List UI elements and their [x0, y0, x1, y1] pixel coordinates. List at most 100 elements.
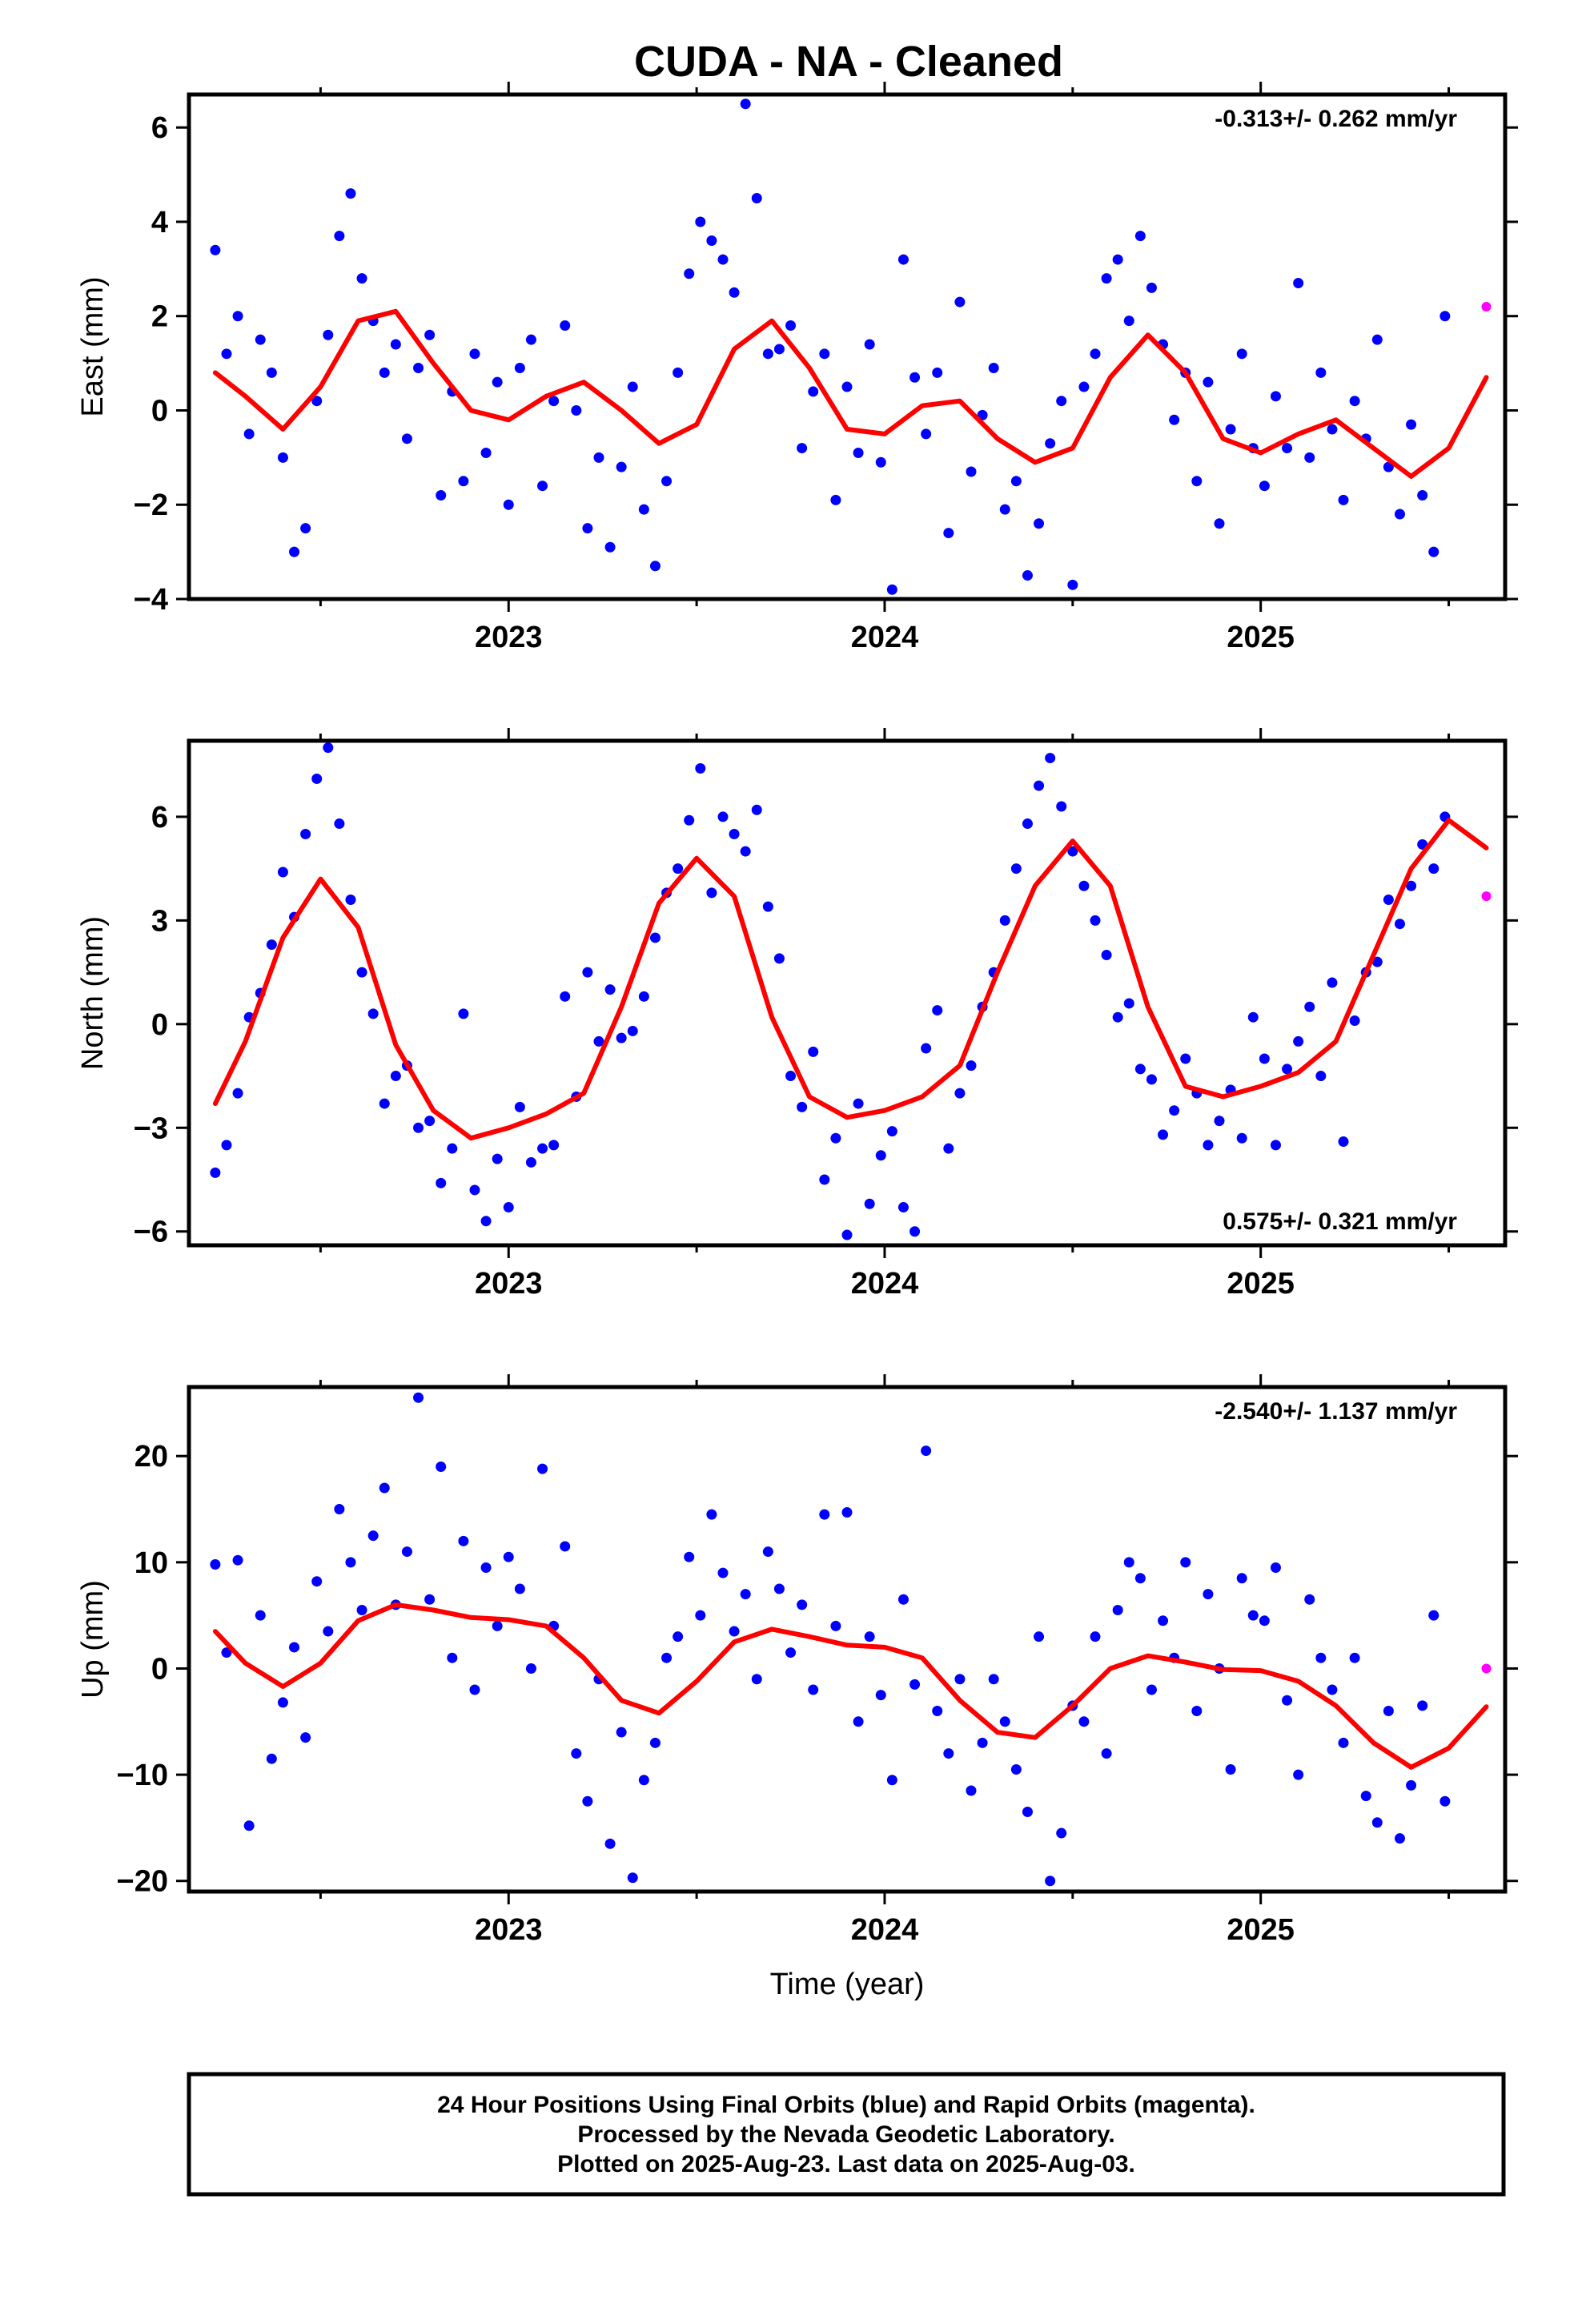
east-model-curve [212, 308, 1489, 479]
up-y-tick-label: −20 [117, 1865, 168, 1899]
up-final-orbit-point [1406, 1779, 1417, 1791]
north-final-orbit-point [1056, 801, 1067, 812]
east-final-orbit-point [1259, 480, 1270, 492]
north-final-orbit-point [909, 1226, 921, 1237]
up-final-orbit-point [1045, 1876, 1056, 1887]
up-final-orbit-point [1225, 1763, 1236, 1775]
up-final-orbit-point [616, 1727, 627, 1738]
east-final-orbit-point [334, 231, 345, 242]
footer-box: 24 Hour Positions Using Final Orbits (bl… [187, 2072, 1506, 2197]
north-final-orbit-point [447, 1143, 458, 1154]
north-final-orbit-point [537, 1143, 548, 1154]
north-final-orbit-point [458, 1008, 469, 1019]
east-final-orbit-point [1169, 414, 1180, 425]
up-final-orbit-point [729, 1626, 740, 1637]
north-final-orbit-point [311, 773, 323, 784]
up-final-orbit-point [1428, 1610, 1439, 1621]
north-final-orbit-point [762, 901, 773, 912]
east-final-orbit-point [1439, 311, 1451, 322]
up-x-tick-label: 2024 [851, 1913, 919, 1947]
north-final-orbit-point [210, 1167, 221, 1178]
up-final-orbit-point [243, 1820, 255, 1831]
up-final-orbit-point [413, 1392, 424, 1403]
east-final-orbit-point [819, 348, 830, 360]
north-final-orbit-point [1383, 894, 1394, 905]
east-final-orbit-point [436, 489, 447, 501]
north-final-orbit-point [221, 1140, 232, 1151]
north-final-orbit-point [638, 991, 649, 1002]
north-y-tick-label: −6 [134, 1216, 168, 1249]
east-final-orbit-point [1056, 396, 1067, 407]
up-final-orbit-point [1180, 1557, 1191, 1568]
up-final-orbit-point [436, 1461, 447, 1472]
east-final-orbit-point [560, 320, 571, 332]
east-final-orbit-point [266, 367, 277, 378]
up-final-orbit-point [1259, 1615, 1270, 1626]
up-final-orbit-point [1417, 1700, 1428, 1711]
up-final-orbit-point [1360, 1791, 1371, 1802]
up-final-orbit-point [1078, 1716, 1090, 1727]
up-final-orbit-point [1315, 1652, 1327, 1663]
east-final-orbit-point [751, 193, 762, 204]
up-final-orbit-point [841, 1507, 853, 1518]
north-final-orbit-point [1090, 915, 1101, 926]
east-final-orbit-point [864, 339, 875, 350]
north-final-orbit-point [1428, 863, 1439, 875]
up-final-orbit-point [1123, 1557, 1134, 1568]
up-final-orbit-point [1101, 1748, 1112, 1759]
east-final-orbit-point [1282, 443, 1293, 454]
east-y-axis-label: East (mm) [76, 276, 110, 416]
up-final-orbit-point [582, 1795, 593, 1807]
north-final-orbit-point [503, 1202, 514, 1213]
up-final-orbit-point [909, 1679, 921, 1690]
up-final-orbit-point [830, 1620, 841, 1631]
north-final-orbit-point [1406, 880, 1417, 891]
x-axis-label: Time (year) [770, 1968, 925, 2001]
east-final-orbit-point [582, 523, 593, 534]
up-final-orbit-point [232, 1554, 243, 1566]
up-rate-label: -2.540+/- 1.137 mm/yr [1215, 1398, 1457, 1425]
north-final-orbit-point [864, 1198, 875, 1209]
north-final-orbit-point [469, 1184, 480, 1196]
north-final-orbit-point [1338, 1136, 1349, 1148]
up-final-orbit-point [638, 1775, 649, 1786]
up-final-orbit-point [853, 1716, 864, 1727]
east-final-orbit-point [673, 367, 684, 378]
up-final-orbit-point [514, 1583, 525, 1594]
up-final-orbit-point [897, 1594, 909, 1605]
east-final-orbit-point [1371, 334, 1383, 345]
up-final-orbit-point [785, 1647, 797, 1659]
east-final-orbit-point [571, 404, 582, 416]
east-final-orbit-point [773, 344, 785, 355]
up-final-orbit-point [988, 1674, 999, 1685]
north-final-orbit-point [424, 1116, 436, 1127]
east-final-orbit-point [717, 254, 729, 265]
north-final-orbit-point [1045, 753, 1056, 764]
east-final-orbit-point [1191, 476, 1203, 487]
north-panel: 2023 2024 2025 −6 −3 0 3 6 North (mm) 0.575+/- 0.… [76, 728, 1518, 1301]
footer-line-2: Processed by the Nevada Geodetic Laborat… [577, 2121, 1114, 2148]
east-x-tick-label: 2024 [851, 621, 919, 654]
north-y-axis-label: North (mm) [76, 916, 110, 1070]
up-final-orbit-point [773, 1583, 785, 1594]
north-final-orbit-point [751, 804, 762, 815]
up-final-orbit-point [345, 1557, 356, 1568]
up-final-orbit-point [1191, 1706, 1203, 1717]
north-final-orbit-point [627, 1025, 638, 1036]
north-final-orbit-point [1259, 1053, 1270, 1064]
up-y-tick-label: −10 [117, 1759, 168, 1792]
east-final-orbit-point [1236, 348, 1247, 360]
up-final-orbit-point [762, 1546, 773, 1558]
north-final-orbit-point [379, 1098, 390, 1109]
east-final-orbit-point [897, 254, 909, 265]
up-rapid-orbit-point [1481, 1663, 1492, 1674]
east-final-orbit-point [492, 376, 503, 388]
up-final-orbit-point [999, 1716, 1010, 1727]
east-final-orbit-point [525, 334, 536, 345]
north-final-orbit-point [1112, 1011, 1123, 1023]
east-final-orbit-point [1406, 419, 1417, 430]
up-final-orbit-point [751, 1674, 762, 1685]
north-final-orbit-point [616, 1032, 627, 1043]
north-final-orbit-point [808, 1046, 819, 1057]
north-rapid-orbit-point [1481, 891, 1492, 902]
